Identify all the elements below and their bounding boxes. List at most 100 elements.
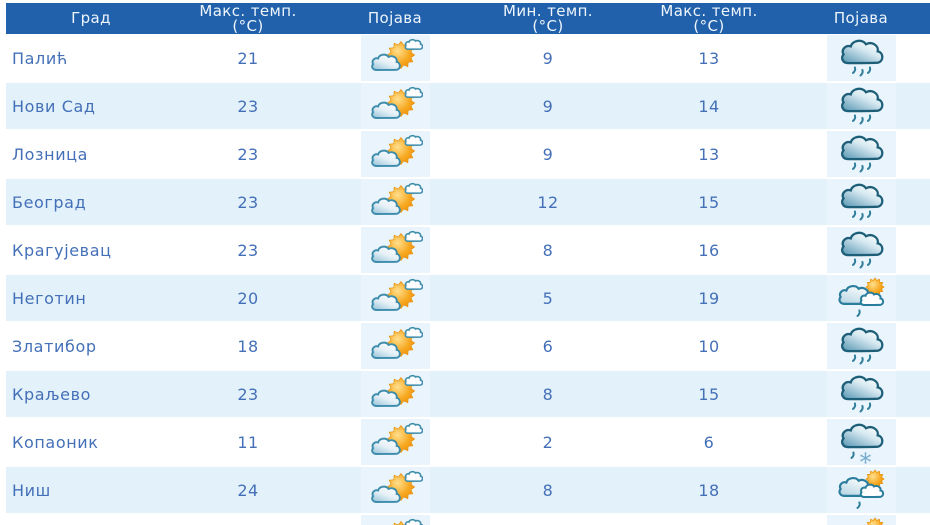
sun-cloud-icon bbox=[367, 35, 423, 81]
min-temp-value: 12 bbox=[537, 192, 559, 212]
phenomenon-today-cell bbox=[320, 419, 470, 465]
phenomenon-today-cell bbox=[320, 131, 470, 177]
weather-icon-next bbox=[826, 83, 896, 129]
table-header: Град Макс. темп. (°C) Појава Мин. темп. … bbox=[6, 3, 930, 34]
weather-icon-today bbox=[360, 227, 430, 273]
sun-cloud-icon bbox=[367, 227, 423, 273]
city-name: Копаоник bbox=[12, 432, 99, 452]
max-temp-value: 13 bbox=[698, 48, 720, 68]
table-row: Крагујевац 23 8 16 bbox=[6, 227, 930, 273]
phenomenon-next-cell bbox=[792, 227, 930, 273]
phenomenon-next-cell bbox=[792, 371, 930, 417]
max-temp-value: 10 bbox=[698, 336, 720, 356]
phenomenon-today-cell bbox=[320, 35, 470, 81]
col-header-label: Појава bbox=[367, 9, 423, 27]
min-temp-value bbox=[470, 515, 626, 525]
weather-icon-today bbox=[360, 35, 430, 81]
max-temp-today-value: 20 bbox=[237, 288, 259, 308]
col-header-label: Макс. темп. bbox=[199, 1, 297, 20]
col-header-label: Град bbox=[71, 9, 111, 27]
phenomenon-next-cell bbox=[792, 35, 930, 81]
sun-rain-cloud-icon bbox=[833, 515, 889, 525]
table-row: Краљево 23 8 15 bbox=[6, 371, 930, 417]
city-name: Лозница bbox=[12, 144, 89, 164]
city-name: Нови Сад bbox=[12, 96, 96, 116]
max-temp-today-value: 23 bbox=[237, 384, 259, 404]
weather-icon-next bbox=[826, 35, 896, 81]
phenomenon-next-cell bbox=[792, 83, 930, 129]
city-name bbox=[6, 515, 176, 525]
col-header-label: Појава bbox=[833, 9, 889, 27]
col-header-sub: (°C) bbox=[532, 16, 564, 35]
min-temp-value: 9 bbox=[542, 96, 554, 116]
min-temp-value: 9 bbox=[542, 48, 554, 68]
weather-icon-today bbox=[360, 419, 430, 465]
sun-cloud-icon bbox=[367, 323, 423, 369]
min-temp-value: 8 bbox=[542, 480, 554, 500]
city-name: Краљево bbox=[12, 384, 92, 404]
table-row bbox=[6, 515, 930, 525]
table-row: Лозница 23 9 13 bbox=[6, 131, 930, 177]
min-temp-value: 8 bbox=[542, 384, 554, 404]
rain-snow-cloud-icon bbox=[833, 419, 889, 465]
table-row: Копаоник 11 2 6 bbox=[6, 419, 930, 465]
rain-cloud-icon bbox=[833, 179, 889, 225]
phenomenon-today-cell bbox=[320, 371, 470, 417]
max-temp-value: 19 bbox=[698, 288, 720, 308]
table-row: Београд 23 12 15 bbox=[6, 179, 930, 225]
phenomenon-today-cell bbox=[320, 323, 470, 369]
min-temp-value: 5 bbox=[542, 288, 554, 308]
phenomenon-next-cell bbox=[792, 131, 930, 177]
table-row: Ниш 24 8 18 bbox=[6, 467, 930, 513]
table-body: Палић 21 9 13 Нови Сад 23 9 14 bbox=[6, 35, 930, 525]
phenomenon-next-cell bbox=[792, 515, 930, 525]
rain-cloud-icon bbox=[833, 35, 889, 81]
col-header-max-temp-today: Макс. темп. (°C) bbox=[176, 3, 320, 34]
table-row: Палић 21 9 13 bbox=[6, 35, 930, 81]
sun-cloud-icon bbox=[367, 467, 423, 513]
weather-icon-next bbox=[826, 179, 896, 225]
weather-icon-next bbox=[826, 419, 896, 465]
sun-rain-cloud-icon bbox=[833, 467, 889, 513]
rain-cloud-icon bbox=[833, 323, 889, 369]
sun-cloud-icon bbox=[367, 275, 423, 321]
phenomenon-today-cell bbox=[320, 179, 470, 225]
sun-cloud-icon bbox=[367, 371, 423, 417]
phenomenon-today-cell bbox=[320, 515, 470, 525]
col-header-max-temp: Макс. темп. (°C) bbox=[626, 3, 792, 34]
city-name: Крагујевац bbox=[12, 240, 112, 260]
min-temp-value: 8 bbox=[542, 240, 554, 260]
city-name: Златибор bbox=[12, 336, 97, 356]
rain-cloud-icon bbox=[833, 371, 889, 417]
weather-icon-today bbox=[360, 131, 430, 177]
max-temp-today-value: 23 bbox=[237, 144, 259, 164]
phenomenon-next-cell bbox=[792, 467, 930, 513]
sun-cloud-icon bbox=[367, 131, 423, 177]
sun-rain-cloud-icon bbox=[833, 275, 889, 321]
min-temp-value: 6 bbox=[542, 336, 554, 356]
weather-icon-today bbox=[360, 83, 430, 129]
rain-cloud-icon bbox=[833, 83, 889, 129]
weather-icon-next bbox=[826, 227, 896, 273]
min-temp-value: 9 bbox=[542, 144, 554, 164]
table-row: Златибор 18 6 10 bbox=[6, 323, 930, 369]
sun-cloud-icon bbox=[367, 515, 423, 525]
table-row: Неготин 20 5 19 bbox=[6, 275, 930, 321]
phenomenon-next-cell bbox=[792, 275, 930, 321]
weather-icon-today bbox=[360, 515, 430, 525]
max-temp-today-value: 23 bbox=[237, 96, 259, 116]
max-temp-value: 13 bbox=[698, 144, 720, 164]
max-temp-today-value: 21 bbox=[237, 48, 259, 68]
weather-icon-today bbox=[360, 323, 430, 369]
sun-cloud-icon bbox=[367, 419, 423, 465]
col-header-label: Макс. темп. bbox=[660, 1, 758, 20]
phenomenon-today-cell bbox=[320, 227, 470, 273]
col-header-min-temp: Мин. темп. (°C) bbox=[470, 3, 626, 34]
max-temp-today-value: 18 bbox=[237, 336, 259, 356]
rain-cloud-icon bbox=[833, 131, 889, 177]
phenomenon-today-cell bbox=[320, 467, 470, 513]
phenomenon-next-cell bbox=[792, 179, 930, 225]
max-temp-today-value: 11 bbox=[237, 432, 259, 452]
max-temp-today-value: 23 bbox=[237, 192, 259, 212]
